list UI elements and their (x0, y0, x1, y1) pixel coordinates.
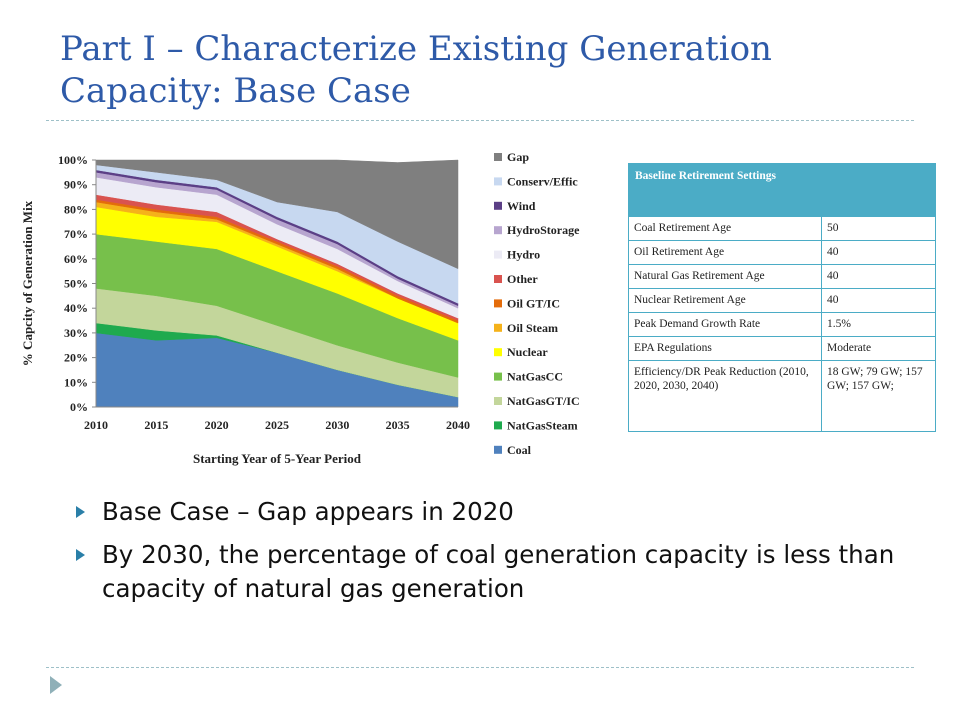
legend-label: Coal (507, 443, 532, 457)
area-gap (95, 159, 459, 270)
y-tick-label: 80% (64, 202, 88, 216)
legend-swatch (494, 201, 502, 210)
y-tick-label: 20% (64, 351, 88, 365)
legend-label: Hydro (507, 248, 540, 262)
legend-label: HydroStorage (507, 223, 580, 237)
legend-label: Wind (507, 199, 536, 213)
y-tick-label: 90% (64, 178, 88, 192)
table-row: Natural Gas Retirement Age 40 (628, 264, 936, 289)
x-axis-title: Starting Year of 5-Year Period (193, 451, 362, 466)
table-row: Efficiency/DR Peak Reduction (2010, 2020… (628, 360, 936, 432)
legend-label: NatGasGT/IC (507, 394, 580, 408)
table-row: Coal Retirement Age 50 (628, 216, 936, 241)
row-label: Peak Demand Growth Rate (628, 312, 822, 337)
y-tick-label: 100% (58, 153, 88, 167)
table-row: Oil Retirement Age 40 (628, 240, 936, 265)
legend-swatch (494, 153, 502, 161)
legend-swatch (494, 397, 502, 405)
legend-swatch (494, 445, 502, 454)
table-row: EPA Regulations Moderate (628, 336, 936, 361)
row-label: Efficiency/DR Peak Reduction (2010, 2020… (628, 360, 822, 432)
x-tick-label: 2020 (205, 418, 229, 432)
y-tick-label: 0% (70, 400, 88, 414)
bullet-arrow-icon (76, 506, 85, 518)
table-header: Baseline Retirement Settings (628, 163, 936, 217)
retirement-settings-table: Baseline Retirement Settings Coal Retire… (628, 163, 936, 432)
x-tick-label: 2040 (446, 418, 470, 432)
legend-swatch (494, 348, 502, 357)
y-tick-label: 60% (64, 252, 88, 266)
legend-swatch (494, 421, 502, 430)
legend-swatch (494, 250, 502, 259)
slide-marker-icon (50, 676, 62, 694)
slide-title: Part I – Characterize Existing Generatio… (60, 29, 772, 111)
x-tick-label: 2010 (84, 418, 108, 432)
x-tick-label: 2025 (265, 418, 289, 432)
bullet-text: By 2030, the percentage of coal generati… (102, 540, 895, 603)
row-value: 40 (821, 288, 936, 313)
legend-label: Other (507, 272, 538, 286)
bottom-divider (46, 667, 914, 668)
row-label: Oil Retirement Age (628, 240, 822, 265)
legend-label: Conserv/Effic (507, 174, 578, 188)
bullet-list: Base Case – Gap appears in 2020 By 2030,… (74, 495, 934, 615)
legend-label: Nuclear (507, 345, 548, 359)
x-tick-label: 2015 (144, 418, 168, 432)
row-label: Coal Retirement Age (628, 216, 822, 241)
x-tick-label: 2035 (386, 418, 410, 432)
row-label: Nuclear Retirement Age (628, 288, 822, 313)
y-tick-label: 70% (64, 227, 88, 241)
row-label: EPA Regulations (628, 336, 822, 361)
row-value: Moderate (821, 336, 936, 361)
bullet-text: Base Case – Gap appears in 2020 (102, 497, 514, 526)
table-row: Peak Demand Growth Rate 1.5% (628, 312, 936, 337)
legend-swatch (494, 226, 502, 235)
row-value: 1.5% (821, 312, 936, 337)
row-value: 18 GW; 79 GW; 157 GW; 157 GW; (821, 360, 936, 432)
legend-label: Oil Steam (507, 321, 558, 335)
legend-swatch (494, 372, 502, 381)
table-row: Nuclear Retirement Age 40 (628, 288, 936, 313)
legend-label: Oil GT/IC (507, 296, 560, 310)
legend-label: NatGasCC (507, 370, 563, 384)
bullet-item: By 2030, the percentage of coal generati… (74, 538, 934, 606)
legend-swatch (494, 323, 502, 332)
row-value: 50 (821, 216, 936, 241)
bullet-arrow-icon (76, 549, 85, 561)
legend-swatch (494, 275, 502, 283)
legend-swatch (494, 299, 502, 308)
y-tick-label: 40% (64, 301, 88, 315)
y-axis-title: % Capcity of Generation Mix (20, 200, 35, 366)
top-divider (46, 120, 914, 121)
y-tick-label: 10% (64, 375, 88, 389)
legend-label: Gap (507, 150, 529, 164)
bullet-item: Base Case – Gap appears in 2020 (74, 495, 934, 529)
row-label: Natural Gas Retirement Age (628, 264, 822, 289)
stacked-area-chart: 0% 10% 20% 30% 40% 50% 60% 70% 80% 90% 100% 2010 201… (20, 150, 580, 466)
row-value: 40 (821, 240, 936, 265)
row-value: 40 (821, 264, 936, 289)
legend-swatch (494, 177, 502, 186)
y-tick-label: 30% (64, 326, 88, 340)
x-tick-label: 2030 (325, 418, 349, 432)
legend-label: NatGasSteam (507, 418, 578, 432)
y-tick-label: 50% (64, 277, 88, 291)
